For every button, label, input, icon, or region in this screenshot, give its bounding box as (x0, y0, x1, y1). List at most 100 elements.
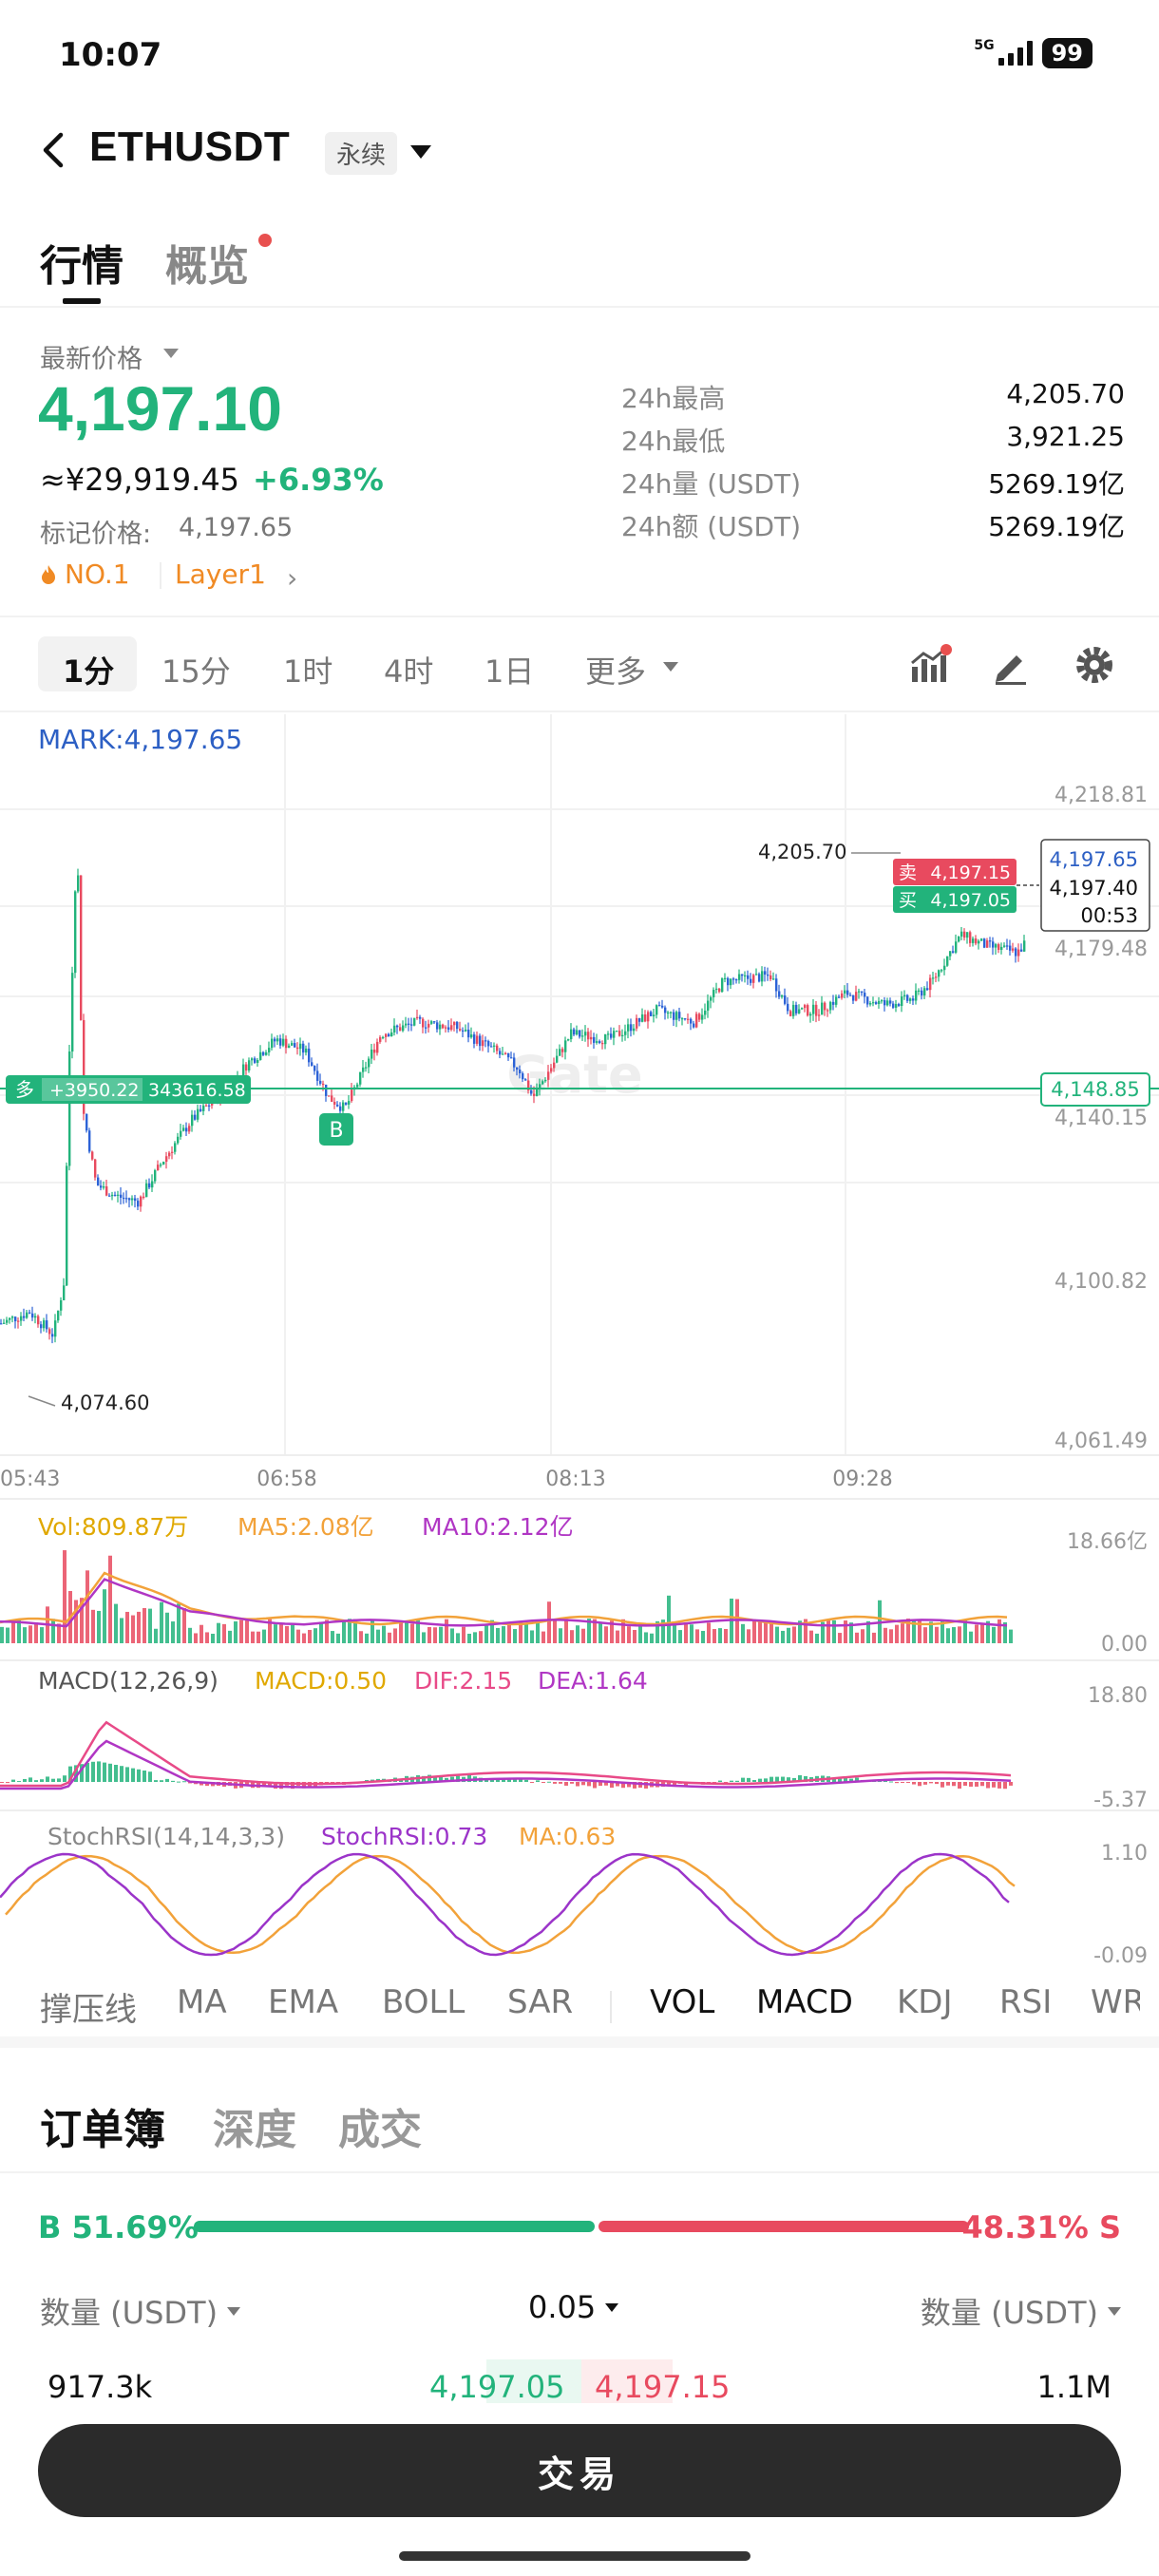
candle-body (177, 1136, 180, 1144)
latest-price-label[interactable]: 最新价格 (40, 345, 142, 374)
candle-body (245, 1064, 248, 1071)
price-box-mark: 4,197.65 (1049, 848, 1138, 871)
indicator-kdj[interactable]: KDJ (897, 1983, 953, 2021)
indicator-rsi[interactable]: RSI (999, 1983, 1053, 2021)
macd-histogram-bar (428, 1774, 431, 1782)
interval-1d[interactable]: 1日 (484, 653, 535, 690)
candle-body (168, 1152, 171, 1157)
interval-15m[interactable]: 15分 (162, 653, 231, 690)
volume-bar (889, 1629, 893, 1643)
macd-histogram-bar (279, 1782, 283, 1790)
candle-body (607, 1033, 610, 1035)
interval-more[interactable]: 更多 (585, 653, 647, 690)
indicator-chart-icon[interactable] (908, 642, 954, 688)
candle-body (636, 1017, 638, 1029)
candle-body (653, 1014, 656, 1016)
macd-histogram-bar (770, 1776, 773, 1782)
candle-body (929, 977, 932, 991)
volume-bar (422, 1632, 426, 1643)
candle-body (752, 975, 755, 983)
candle-body (539, 1084, 542, 1089)
indicator-ema[interactable]: EMA (268, 1983, 339, 2021)
tab-depth[interactable]: 深度 (213, 2106, 296, 2154)
indicator-vol[interactable]: VOL (650, 1983, 715, 2021)
volume-bar (906, 1619, 910, 1643)
volume-bar (262, 1629, 266, 1643)
volume-bar (160, 1601, 163, 1643)
chevron-right-icon[interactable]: › (287, 562, 298, 594)
macd-histogram-bar (302, 1782, 306, 1789)
trade-button[interactable]: 交易 (38, 2424, 1121, 2517)
indicator-sar[interactable]: SAR (507, 1983, 574, 2021)
candle-body (331, 1095, 333, 1102)
rank-tag[interactable]: NO.1 (40, 559, 130, 590)
back-arrow-icon[interactable] (38, 131, 70, 169)
sector-tag[interactable]: Layer1 (175, 559, 266, 590)
tab-market[interactable]: 行情 (40, 242, 124, 291)
candle-body (296, 1047, 299, 1050)
draw-pen-icon[interactable] (988, 642, 1034, 688)
candle-body (57, 1310, 60, 1321)
tab-trades[interactable]: 成交 (338, 2106, 422, 2154)
tab-overview[interactable]: 概览 (165, 242, 249, 291)
ask-quantity[interactable]: 1.1M (1036, 2369, 1112, 2405)
macd-histogram-bar (918, 1782, 922, 1787)
symbol-dropdown-icon[interactable] (410, 145, 431, 159)
settings-gear-icon[interactable] (1072, 642, 1117, 688)
low-annotation: 4,074.60 (61, 1392, 150, 1414)
bid-quantity[interactable]: 917.3k (48, 2369, 153, 2405)
candle-body (419, 1016, 422, 1019)
candle-body (200, 1108, 202, 1111)
indicator-boll[interactable]: BOLL (382, 1983, 466, 2021)
candle-body (385, 1033, 388, 1037)
candle-body (162, 1162, 165, 1165)
indicator-ma[interactable]: MA (177, 1983, 227, 2021)
candle-body (465, 1029, 467, 1032)
macd-histogram-bar (587, 1782, 591, 1787)
bid-price[interactable]: 4,197.05 (429, 2369, 565, 2405)
kline-chart[interactable]: 4,218.81 4,179.48 4,140.15 4,100.82 4,061.49… (0, 714, 1159, 1978)
indicator-support-resistance[interactable]: 撑压线 (40, 1991, 137, 2029)
tab-orderbook[interactable]: 订单簿 (40, 2106, 165, 2154)
macd-histogram-bar (40, 1779, 44, 1782)
candle-body (724, 977, 727, 979)
ask-qty-header[interactable]: 数量 (USDT) (921, 2289, 1121, 2333)
macd-histogram-bar (633, 1782, 636, 1789)
macd-histogram-bar (439, 1774, 443, 1782)
indicator-macd[interactable]: MACD (756, 1983, 853, 2021)
latest-price-dropdown-icon[interactable] (163, 349, 179, 358)
symbol-title[interactable]: ETHUSDT (89, 123, 291, 170)
more-dropdown-icon[interactable] (663, 662, 678, 672)
precision-select[interactable]: 0.05 (528, 2289, 619, 2325)
candle-body (698, 1013, 701, 1020)
interval-1h[interactable]: 1时 (283, 653, 333, 690)
volume-bar (855, 1632, 859, 1643)
candle-body (345, 1102, 348, 1105)
candle-body (459, 1029, 462, 1031)
macd-histogram-bar (467, 1774, 471, 1782)
interval-4h[interactable]: 4时 (384, 653, 434, 690)
candle-body (732, 978, 735, 980)
volume-bar (815, 1633, 819, 1643)
volume-bar (519, 1620, 522, 1643)
status-time: 10:07 (59, 36, 162, 74)
candle-body (1006, 945, 1009, 947)
ask-price[interactable]: 4,197.15 (595, 2369, 731, 2405)
candle-body (6, 1319, 9, 1323)
bid-tag-bg (893, 886, 1016, 913)
indicator-wr[interactable]: WR (1091, 1983, 1140, 2021)
candle-body (789, 1011, 792, 1016)
candle-body (66, 1165, 68, 1286)
stat-label: 24h额 (USDT) (621, 511, 802, 542)
candle-body (34, 1316, 37, 1318)
mark-price-line-label: MARK:4,197.65 (38, 724, 243, 755)
bid-qty-header[interactable]: 数量 (USDT) (40, 2289, 241, 2333)
y-tick-label: 4,061.49 (1054, 1430, 1148, 1453)
candle-body (1017, 949, 1020, 957)
volume-bar (530, 1630, 534, 1643)
candle-body (581, 1035, 584, 1037)
candle-body (809, 1013, 812, 1016)
interval-1m[interactable]: 1分 (63, 653, 115, 690)
candle-body (376, 1041, 379, 1053)
macd-dif-line (0, 1720, 1012, 1788)
